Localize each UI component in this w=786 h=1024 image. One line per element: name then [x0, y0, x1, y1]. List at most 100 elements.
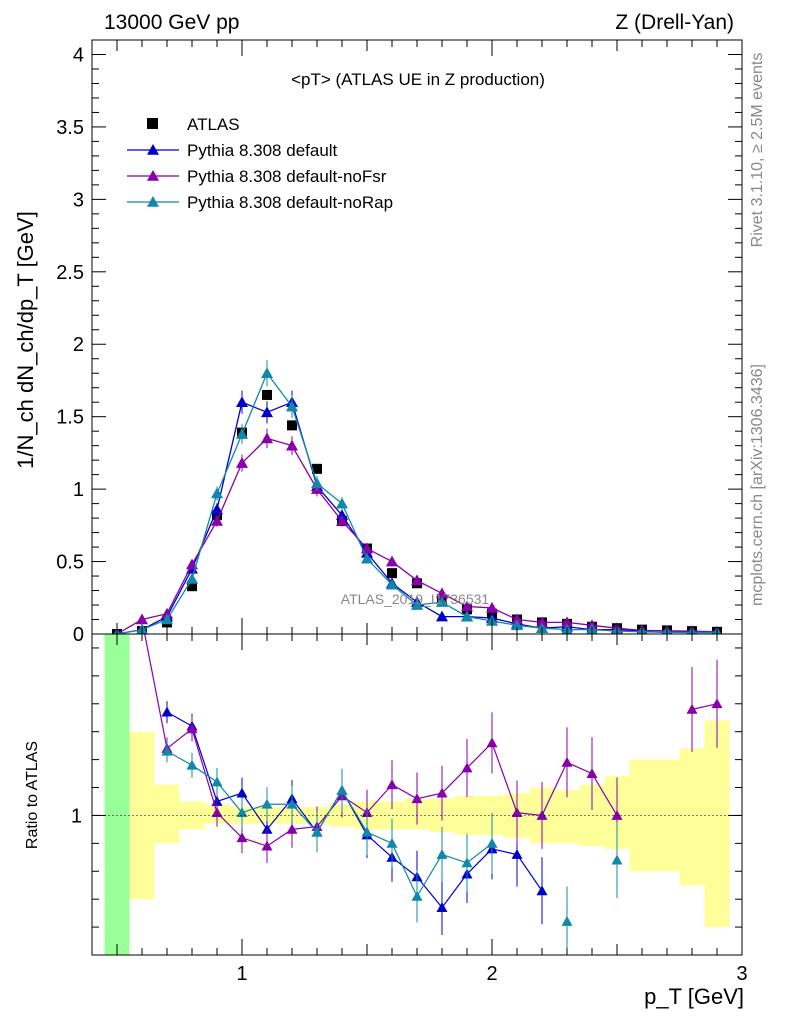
data-point	[287, 420, 297, 431]
legend-label: ATLAS	[187, 115, 240, 134]
data-point	[236, 457, 248, 468]
mcplots-site-label: mcplots.cern.ch [arXiv:1306.3436]	[749, 364, 766, 606]
ratio-point	[486, 737, 498, 748]
ratio-point	[536, 809, 548, 820]
header-right: Z (Drell-Yan)	[615, 11, 734, 34]
chart-title: <pT> (ATLAS UE in Z production)	[291, 70, 545, 89]
ratio-point	[161, 745, 173, 756]
ratio-y-tick-label: 1	[71, 805, 82, 827]
data-point	[411, 599, 423, 610]
x-axis-label: p_T [GeV]	[644, 984, 744, 1009]
legend-entry: Pythia 8.308 default-noRap	[127, 193, 393, 212]
data-point	[286, 439, 298, 451]
ratio-point	[461, 762, 473, 773]
data-point	[286, 400, 298, 412]
analysis-watermark: ATLAS_2019_I1736531	[341, 591, 490, 607]
data-point	[262, 389, 272, 400]
y-tick-label: 3.5	[56, 117, 84, 139]
legend: ATLAS Pythia 8.308 default Pythia 8.308 de…	[127, 115, 393, 212]
data-point	[236, 396, 248, 407]
ratio-point	[261, 823, 273, 834]
y-tick-label: 1	[73, 479, 84, 501]
data-point	[211, 487, 223, 499]
legend-label: Pythia 8.308 default-noRap	[187, 193, 393, 212]
legend-marker	[147, 118, 158, 129]
data-point	[261, 406, 273, 418]
ratio-band-bin	[704, 720, 730, 928]
y-tick-label: 2.5	[56, 262, 84, 284]
ratio-point	[536, 885, 548, 896]
rivet-version-label: Rivet 3.1.10, ≥ 2.5M events	[749, 53, 766, 248]
ratio-point	[461, 857, 473, 868]
y-axis-label: 1/N_ch dN_ch/dp_T [GeV]	[13, 211, 38, 469]
header-left: 13000 GeV pp	[104, 11, 239, 34]
data-point	[561, 616, 573, 628]
ratio-line	[166, 750, 493, 898]
ratio-point	[411, 890, 423, 901]
data-point	[436, 587, 448, 599]
x-tick-label: 3	[736, 963, 747, 985]
legend-entry: Pythia 8.308 default	[127, 141, 338, 160]
ratio-point	[586, 768, 598, 778]
data-point	[386, 578, 398, 590]
data-point	[461, 600, 473, 612]
ratio-series-2	[161, 740, 623, 955]
ratio-point	[286, 823, 298, 834]
data-point	[311, 477, 323, 489]
ratio-point	[611, 809, 623, 820]
ratio-series-layer	[144, 634, 723, 955]
ratio-uncertainty-band	[104, 634, 730, 955]
ratio-point	[261, 840, 273, 851]
data-point	[236, 428, 248, 439]
data-point	[261, 432, 273, 444]
ratio-band-bin	[554, 790, 580, 844]
ratio-point	[186, 759, 198, 770]
ratio-point	[561, 756, 573, 767]
ratio-point	[386, 779, 398, 790]
data-point	[211, 503, 223, 515]
ratio-point	[286, 798, 298, 809]
ratio-point	[436, 787, 448, 798]
ratio-point	[236, 787, 248, 798]
data-point	[436, 596, 448, 607]
legend-label: Pythia 8.308 default	[187, 141, 338, 160]
ratio-band-bin	[454, 795, 480, 835]
legend-entry: ATLAS	[147, 115, 240, 134]
ratio-point	[711, 698, 723, 709]
y-tick-label: 1.5	[56, 407, 84, 429]
data-point	[436, 610, 448, 622]
ratio-point	[361, 826, 373, 837]
data-point	[336, 497, 348, 509]
data-point	[536, 616, 548, 628]
ratio-point	[236, 832, 248, 843]
data-point	[312, 463, 322, 474]
ratio-band-bin	[679, 748, 705, 886]
ratio-point	[511, 849, 523, 859]
data-point	[187, 581, 197, 592]
ratio-point	[611, 854, 623, 865]
data-point	[336, 514, 348, 526]
ratio-point	[386, 837, 398, 848]
ratio-point	[186, 723, 198, 734]
data-point	[161, 613, 173, 625]
legend-label: Pythia 8.308 default-noFsr	[187, 167, 387, 186]
ratio-line	[691, 703, 718, 710]
ratio-point	[336, 784, 348, 795]
axes-layer: 0 0.5 1 1.5 2 2.5 3 3.5 4 1 2 3 1	[56, 39, 748, 985]
data-point	[486, 601, 498, 613]
data-point	[511, 613, 523, 625]
ratio-point	[161, 706, 173, 717]
ratio-point	[561, 916, 573, 926]
ratio-point	[486, 837, 498, 848]
y-tick-label: 2	[73, 334, 84, 356]
ratio-point	[311, 826, 323, 837]
ratio-point	[261, 798, 273, 809]
data-point	[136, 613, 148, 625]
y-tick-label: 4	[73, 44, 84, 66]
y-tick-label: 0.5	[56, 552, 84, 574]
data-point	[387, 568, 397, 579]
data-point	[361, 552, 373, 564]
data-point	[511, 619, 523, 631]
y-tick-label: 0	[73, 624, 84, 646]
